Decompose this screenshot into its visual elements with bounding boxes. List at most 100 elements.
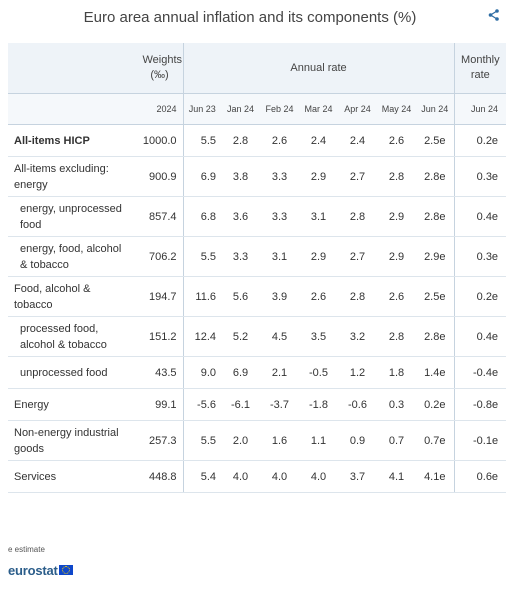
row-label: energy, unprocessed food — [8, 196, 130, 237]
row-value: 2.9 — [299, 156, 338, 197]
row-value: -1.8 — [299, 388, 338, 421]
row-value: 3.3 — [260, 156, 299, 197]
table-title: Euro area annual inflation and its compo… — [83, 9, 417, 26]
table-row: Non-energy industrial goods 257.3 5.5 2.… — [8, 420, 507, 461]
row-label: Non-energy industrial goods — [8, 420, 130, 461]
row-monthly: -0.8e — [453, 388, 507, 421]
header-weights: Weights (‰) — [130, 43, 183, 94]
row-value: 5.5 — [182, 236, 221, 277]
row-value: 2.4 — [299, 124, 338, 157]
row-value: 6.8 — [182, 196, 221, 237]
row-value: 4.1 — [377, 460, 416, 493]
row-weight: 99.1 — [130, 388, 183, 421]
row-monthly: 0.4e — [453, 316, 507, 357]
row-value: 2.8 — [338, 276, 377, 317]
row-weight: 1000.0 — [130, 124, 183, 157]
row-weight: 151.2 — [130, 316, 183, 357]
row-value: 2.7 — [338, 156, 377, 197]
subheader-annual-col: Jan 24 — [221, 93, 260, 125]
row-value: 4.0 — [221, 460, 260, 493]
row-value-estimate: 2.9e — [416, 236, 455, 277]
header-annual-rate: Annual rate — [182, 43, 455, 94]
table-row: All-items HICP 1000.0 5.5 2.8 2.6 2.4 2.… — [8, 124, 507, 157]
row-weight: 194.7 — [130, 276, 183, 317]
row-value-estimate: 1.4e — [416, 356, 455, 389]
row-value: 3.7 — [338, 460, 377, 493]
row-monthly: 0.3e — [453, 236, 507, 277]
row-weight: 900.9 — [130, 156, 183, 197]
row-value: 3.6 — [221, 196, 260, 237]
row-value: 4.5 — [260, 316, 299, 357]
table-row: Energy 99.1 -5.6 -6.1 -3.7 -1.8 -0.6 0.3… — [8, 388, 507, 421]
row-value: 3.2 — [338, 316, 377, 357]
row-value: -5.6 — [182, 388, 221, 421]
row-value: 1.6 — [260, 420, 299, 461]
table-row: unprocessed food 43.5 9.0 6.9 2.1 -0.5 1… — [8, 356, 507, 389]
subheader-annual-col: May 24 — [377, 93, 416, 125]
row-label: All-items excluding: energy — [8, 156, 130, 197]
row-weight: 257.3 — [130, 420, 183, 461]
row-value: 1.1 — [299, 420, 338, 461]
row-label: Services — [8, 460, 130, 493]
row-value: 3.8 — [221, 156, 260, 197]
row-label: Food, alcohol & tobacco — [8, 276, 130, 317]
row-label: processed food, alcohol & tobacco — [8, 316, 130, 357]
subheader-annual-col: Jun 24 — [416, 93, 455, 125]
table-row: Food, alcohol & tobacco 194.7 11.6 5.6 3… — [8, 276, 507, 317]
row-label: energy, food, alcohol & tobacco — [8, 236, 130, 277]
row-value-estimate: 0.7e — [416, 420, 455, 461]
row-value: 2.4 — [338, 124, 377, 157]
subheader-annual-col: Apr 24 — [338, 93, 377, 125]
row-value-estimate: 2.5e — [416, 124, 455, 157]
row-value: 4.0 — [260, 460, 299, 493]
row-value-estimate: 2.8e — [416, 156, 455, 197]
table-row: processed food, alcohol & tobacco 151.2 … — [8, 316, 507, 357]
row-value: 5.4 — [182, 460, 221, 493]
row-value: 2.6 — [377, 124, 416, 157]
row-value: 3.1 — [299, 196, 338, 237]
row-value: -0.6 — [338, 388, 377, 421]
table-row: energy, food, alcohol & tobacco 706.2 5.… — [8, 236, 507, 277]
row-value: 0.9 — [338, 420, 377, 461]
header-monthly-rate: Monthly rate — [453, 43, 507, 94]
row-value: 5.2 — [221, 316, 260, 357]
row-value-estimate: 4.1e — [416, 460, 455, 493]
row-value: 1.2 — [338, 356, 377, 389]
row-value: -3.7 — [260, 388, 299, 421]
row-value: 2.9 — [299, 236, 338, 277]
row-value: 11.6 — [182, 276, 221, 317]
row-value: 2.6 — [377, 276, 416, 317]
subheader-weights-year: 2024 — [130, 93, 183, 125]
row-weight: 448.8 — [130, 460, 183, 493]
row-value: 2.8 — [377, 156, 416, 197]
logo-text: eurostat — [8, 562, 58, 578]
table-row: Services 448.8 5.4 4.0 4.0 4.0 3.7 4.1 4… — [8, 460, 507, 493]
row-value: 2.6 — [299, 276, 338, 317]
row-monthly: 0.3e — [453, 156, 507, 197]
row-monthly: 0.2e — [453, 276, 507, 317]
row-monthly: 0.6e — [453, 460, 507, 493]
header-corner — [8, 43, 130, 94]
row-label: All-items HICP — [8, 124, 130, 157]
row-value: 3.1 — [260, 236, 299, 277]
subheader-annual-col: Feb 24 — [260, 93, 299, 125]
row-value: 12.4 — [182, 316, 221, 357]
subheader-annual-col: Mar 24 — [299, 93, 338, 125]
row-weight: 43.5 — [130, 356, 183, 389]
row-value: 0.3 — [377, 388, 416, 421]
table-row: energy, unprocessed food 857.4 6.8 3.6 3… — [8, 196, 507, 237]
row-value: 2.0 — [221, 420, 260, 461]
row-value: 0.7 — [377, 420, 416, 461]
row-label: unprocessed food — [8, 356, 130, 389]
eu-flag-icon — [58, 565, 73, 575]
row-value: 6.9 — [221, 356, 260, 389]
subheader-corner — [8, 93, 130, 125]
eurostat-logo[interactable]: eurostat — [8, 562, 73, 578]
row-value-estimate: 2.5e — [416, 276, 455, 317]
row-value: 9.0 — [182, 356, 221, 389]
footnote: e estimate — [8, 545, 45, 554]
row-value: 2.7 — [338, 236, 377, 277]
row-value: 5.5 — [182, 420, 221, 461]
row-value: 2.8 — [377, 316, 416, 357]
share-icon[interactable] — [487, 8, 501, 22]
